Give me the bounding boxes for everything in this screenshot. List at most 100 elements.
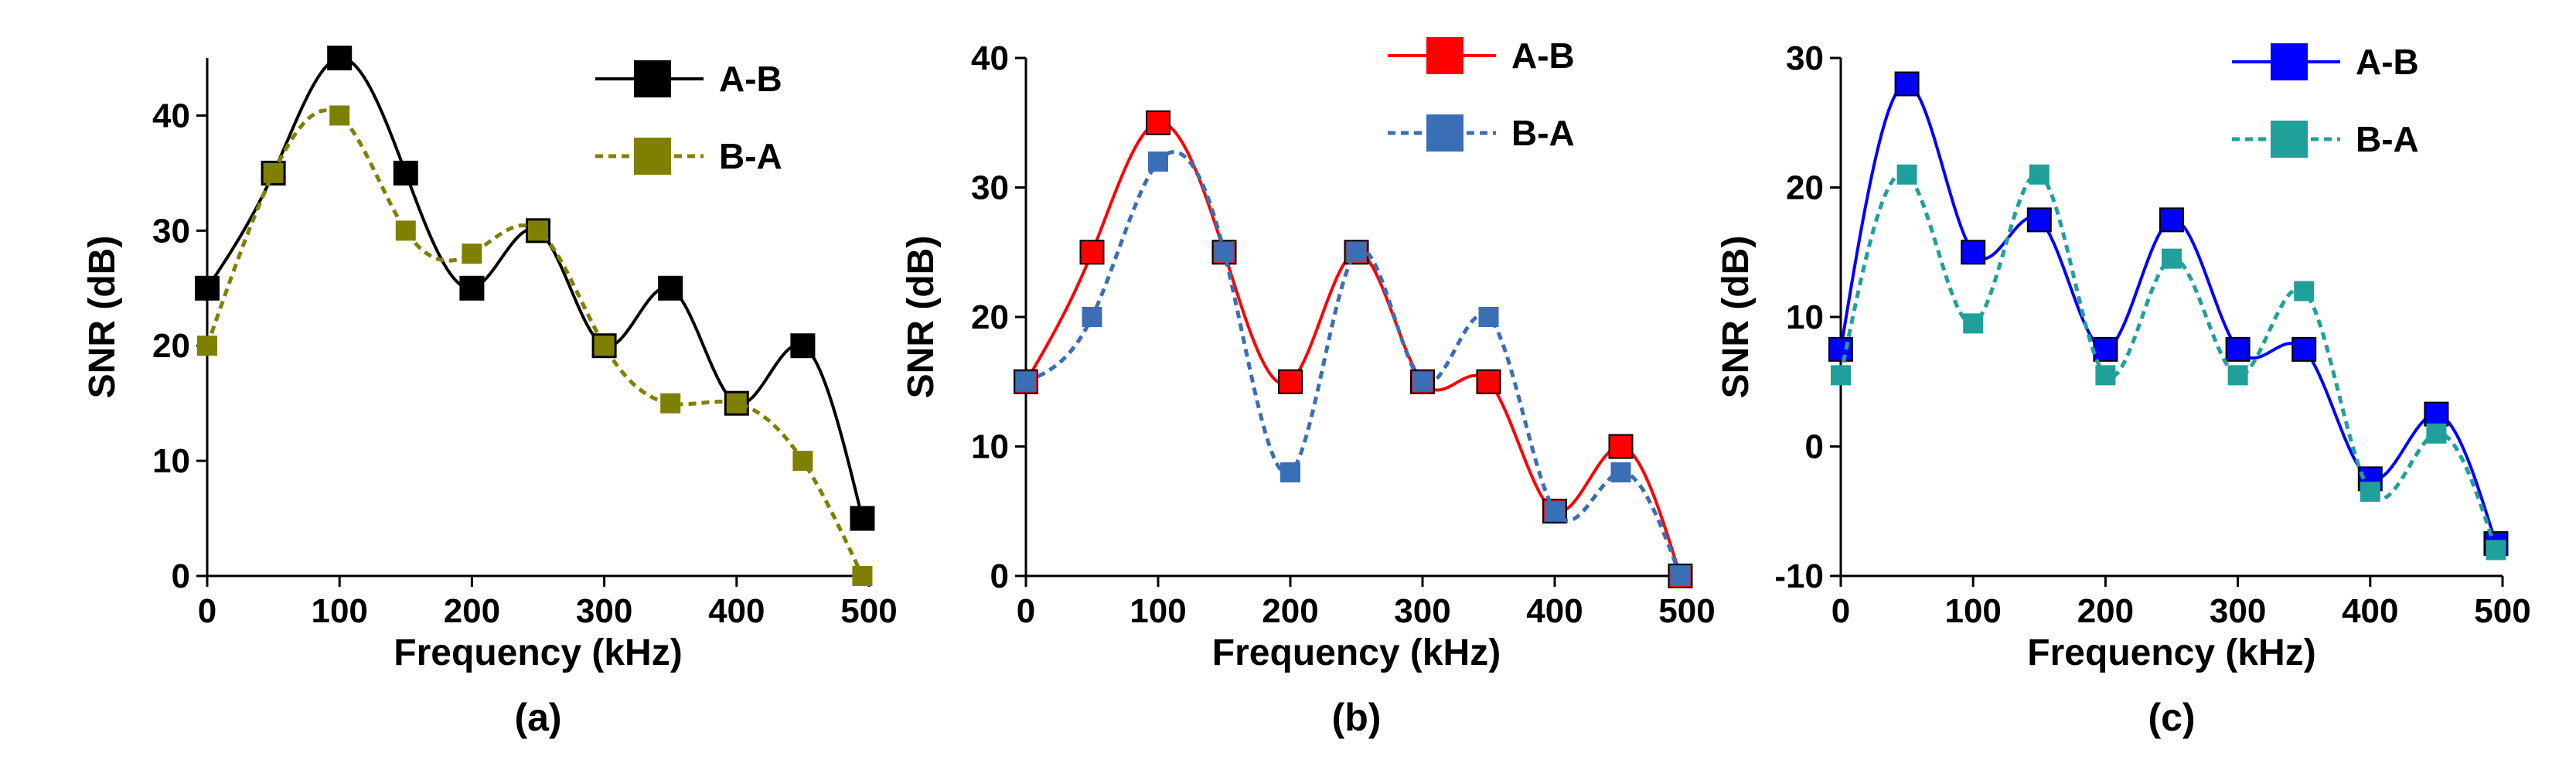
y-tick-label: 40 [971, 39, 1009, 77]
y-tick-label: 10 [1786, 298, 1824, 336]
data-point [395, 220, 416, 241]
series-line [206, 56, 864, 520]
x-tick-label: 400 [708, 592, 765, 630]
data-point [2294, 281, 2315, 302]
y-tick-label: 0 [990, 557, 1009, 595]
x-axis-label: Frequency (kHz) [394, 632, 682, 673]
x-tick-label: 300 [1394, 592, 1450, 630]
data-point [528, 220, 548, 241]
legend-label: A-B [1511, 36, 1575, 76]
y-tick-label: 20 [1786, 169, 1824, 207]
x-tick-label: 200 [2077, 592, 2134, 630]
series-line [1024, 121, 1682, 577]
legend-marker [2271, 43, 2308, 80]
data-point [2162, 248, 2182, 269]
series-A-B [195, 46, 875, 531]
data-point [2095, 365, 2116, 386]
data-point [1148, 152, 1168, 172]
y-tick-label: 10 [971, 428, 1009, 466]
x-axis-label: Frequency (kHz) [2027, 632, 2315, 673]
data-point [1146, 110, 1170, 135]
data-point [2026, 207, 2052, 233]
y-tick-label: 0 [172, 557, 190, 595]
panel-label: (c) [2148, 696, 2195, 739]
legend-marker [2271, 121, 2308, 158]
y-tick-label: 20 [152, 327, 190, 365]
data-point [1961, 240, 1986, 265]
data-point [1896, 164, 1917, 185]
x-tick-label: 400 [1526, 592, 1583, 630]
data-point [658, 275, 683, 301]
legend-marker [634, 138, 671, 175]
y-axis-label: SNR (dB) [1716, 236, 1757, 399]
data-point [594, 336, 615, 356]
legend-label: B-A [2356, 119, 2419, 159]
data-point [459, 275, 485, 301]
data-point [1016, 371, 1036, 392]
x-tick-label: 200 [444, 592, 500, 630]
data-point [1608, 434, 1634, 459]
data-point [1831, 365, 1851, 386]
legend-label: A-B [2356, 42, 2419, 82]
data-point [2426, 423, 2447, 444]
y-axis-label: SNR (dB) [901, 236, 942, 399]
data-point [393, 160, 418, 186]
legend-marker [1426, 37, 1463, 74]
data-point [1079, 240, 1105, 265]
y-tick-label: 30 [971, 169, 1009, 207]
legend-marker [634, 60, 671, 97]
y-tick-label: 0 [1805, 428, 1824, 466]
data-point [726, 393, 747, 414]
legend: A-B B-A [2232, 42, 2419, 159]
legend-label: A-B [719, 59, 782, 99]
data-point [2291, 336, 2317, 362]
data-point [1346, 242, 1367, 263]
data-point [1963, 313, 1984, 334]
data-point [197, 336, 217, 356]
data-point [1610, 462, 1631, 482]
data-point [1412, 371, 1433, 392]
x-tick-label: 300 [576, 592, 632, 630]
data-point [1280, 462, 1300, 482]
y-tick-label: 20 [971, 298, 1009, 336]
data-point [1894, 71, 1920, 97]
data-point [2424, 401, 2449, 427]
x-tick-label: 100 [311, 592, 367, 630]
x-tick-label: 500 [1658, 592, 1715, 630]
data-point [327, 46, 353, 70]
chart-panel-0: 0 100 200 300 400 500 0 10 20 30 40 Frequency (kHz)… [82, 46, 898, 739]
data-point [850, 506, 875, 531]
chart-panel-1: 0 100 200 300 400 500 0 10 20 30 40 Frequency (kHz)… [901, 36, 1716, 739]
data-point [1082, 307, 1102, 327]
x-tick-label: 100 [1130, 592, 1186, 630]
data-point [1478, 307, 1499, 327]
series-A-B [1014, 110, 1693, 588]
data-point [2486, 540, 2506, 560]
data-point [1214, 242, 1235, 263]
x-axis-label: Frequency (kHz) [1212, 632, 1501, 673]
data-point [2360, 482, 2380, 503]
y-tick-label: 30 [1786, 39, 1824, 77]
data-point [792, 451, 813, 472]
data-point [2227, 365, 2248, 386]
series-B-A [1016, 150, 1691, 586]
data-point [660, 393, 681, 414]
y-axis-label: SNR (dB) [82, 236, 123, 399]
series-B-A [1831, 164, 2506, 560]
x-tick-label: 100 [1944, 592, 2001, 630]
data-point [852, 566, 873, 586]
data-point [329, 105, 350, 126]
data-point [1670, 566, 1691, 586]
data-point [1545, 501, 1565, 522]
x-tick-label: 500 [2474, 592, 2530, 630]
data-point [2029, 164, 2050, 185]
legend-label: B-A [719, 136, 782, 176]
x-tick-label: 400 [2342, 592, 2398, 630]
x-tick-label: 200 [1262, 592, 1318, 630]
data-point [263, 162, 284, 183]
y-tick-label: 40 [152, 97, 190, 135]
data-point [1476, 369, 1501, 394]
x-tick-label: 300 [2210, 592, 2266, 630]
